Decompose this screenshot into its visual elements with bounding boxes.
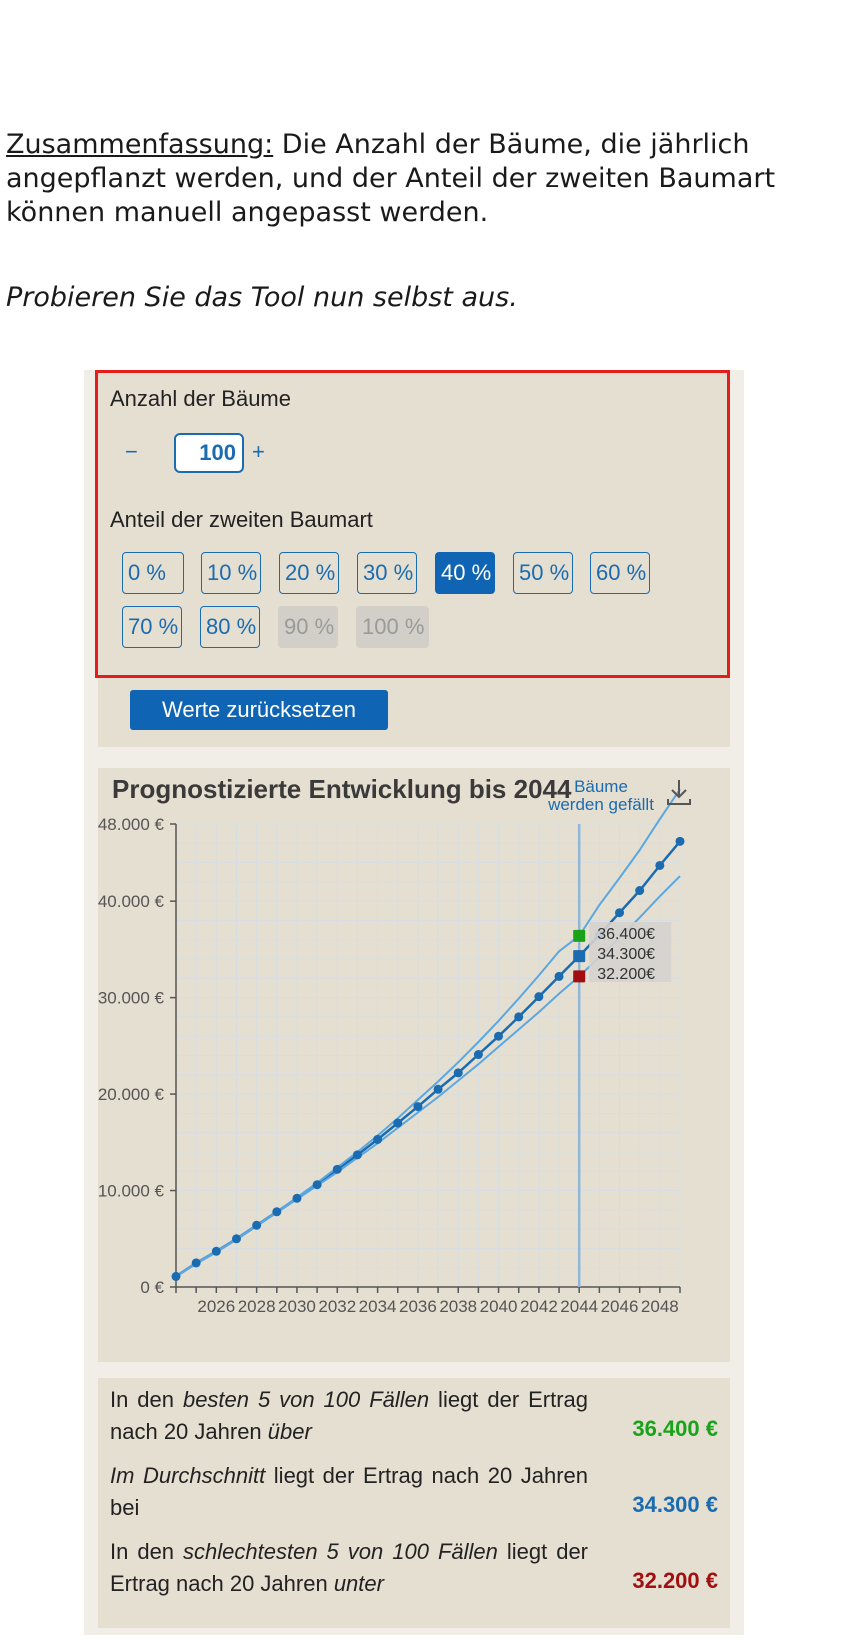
result-best-text: In den besten 5 von 100 Fällen liegt der…	[110, 1387, 589, 1444]
forest-tool-widget: Anzahl der Bäume − 100 + Anteil der zwei…	[84, 370, 744, 1635]
x-tick-label: 2026	[197, 1297, 235, 1316]
result-mean-value: 34.300 €	[632, 1492, 718, 1517]
data-point	[433, 1084, 443, 1094]
x-tick-label: 2034	[359, 1297, 397, 1316]
data-point	[352, 1150, 362, 1160]
tooltip-label-best: 36.400€	[597, 926, 655, 943]
x-tick-label: 2040	[480, 1297, 518, 1316]
summary-text: Die Anzahl der Bäume, die jährlich angep…	[6, 129, 776, 228]
summary-label: Zusammenfassung:	[6, 129, 274, 160]
tooltip-box	[589, 922, 672, 982]
intro-prompt: Probieren Sie das Tool nun selbst aus.	[6, 282, 518, 313]
reset-button[interactable]: Werte zurücksetzen	[130, 690, 388, 730]
chart-panel: 0 € 10.000 € 20.000 € 30.000 € 40.000 € 48.00…	[98, 768, 730, 1362]
x-tick-label: 2030	[278, 1297, 316, 1316]
marker-worst	[573, 970, 586, 983]
x-tick-label: 2044	[560, 1297, 598, 1316]
data-point	[494, 1031, 504, 1041]
y-tick-label: 20.000 €	[98, 1085, 165, 1104]
marker-mean	[573, 950, 586, 963]
share-option-40[interactable]: 40 %	[435, 552, 495, 594]
share-option-20[interactable]: 20 %	[279, 552, 339, 594]
x-tick-label: 2038	[439, 1297, 477, 1316]
results-panel: In den besten 5 von 100 Fällen liegt der…	[98, 1378, 730, 1628]
intro-paragraph: Zusammenfassung: Die Anzahl der Bäume, d…	[6, 128, 846, 230]
data-point	[554, 971, 564, 981]
decrement-button[interactable]: −	[125, 439, 138, 464]
data-point	[191, 1258, 201, 1268]
share-option-30[interactable]: 30 %	[357, 552, 417, 594]
data-point	[635, 886, 645, 896]
chart-title: Prognostizierte Entwicklung bis 2044	[112, 774, 572, 804]
data-point	[473, 1050, 483, 1060]
share-option-70[interactable]: 70 %	[122, 606, 182, 648]
share-option-0[interactable]: 0 %	[122, 552, 184, 594]
data-point	[615, 908, 625, 918]
data-point	[211, 1246, 221, 1256]
result-worst-value: 32.200 €	[632, 1568, 718, 1593]
share-option-90: 90 %	[278, 606, 338, 648]
data-point	[312, 1180, 322, 1190]
data-point	[453, 1068, 463, 1078]
series-line-mean	[175, 840, 681, 1278]
data-point	[332, 1164, 342, 1174]
y-tick-label: 0 €	[140, 1278, 164, 1297]
data-point	[534, 992, 544, 1002]
data-point	[171, 1271, 181, 1281]
y-tick-label: 10.000 €	[98, 1182, 165, 1201]
y-tick-label: 30.000 €	[98, 989, 165, 1008]
result-worst-text: In den schlechtesten 5 von 100 Fällen li…	[110, 1539, 589, 1596]
highlight-frame	[95, 370, 730, 678]
tooltip-label-worst: 32.200€	[597, 966, 655, 983]
data-point	[655, 860, 665, 870]
data-point	[252, 1220, 262, 1230]
trees-label: Anzahl der Bäume	[110, 386, 291, 411]
x-tick-label: 2028	[238, 1297, 276, 1316]
data-point	[292, 1193, 302, 1203]
marker-best	[573, 929, 586, 942]
download-icon[interactable]	[666, 778, 692, 806]
share-option-100: 100 %	[356, 606, 429, 648]
share-option-50[interactable]: 50 %	[513, 552, 573, 594]
x-tick-label: 2048	[641, 1297, 679, 1316]
data-point	[514, 1012, 524, 1022]
tooltip-label-mean: 34.300€	[597, 946, 655, 963]
data-point	[393, 1118, 403, 1128]
share-label: Anteil der zweiten Baumart	[110, 507, 373, 532]
x-tick-label: 2036	[399, 1297, 437, 1316]
trees-felled-button[interactable]: Bäume werden gefällt	[548, 777, 654, 814]
data-point	[413, 1102, 423, 1112]
share-option-80[interactable]: 80 %	[200, 606, 260, 648]
increment-button[interactable]: +	[252, 439, 265, 464]
x-tick-label: 2042	[520, 1297, 558, 1316]
result-best-value: 36.400 €	[632, 1416, 718, 1441]
y-tick-label: 48.000 €	[98, 815, 165, 834]
x-tick-label: 2046	[601, 1297, 639, 1316]
data-point	[373, 1134, 383, 1144]
trees-count-input[interactable]: 100	[174, 433, 244, 473]
data-point	[272, 1207, 282, 1217]
share-option-10[interactable]: 10 %	[201, 552, 261, 594]
data-point	[675, 836, 685, 846]
x-tick-label: 2032	[318, 1297, 356, 1316]
controls-panel: Anzahl der Bäume − 100 + Anteil der zwei…	[98, 370, 730, 747]
data-point	[231, 1234, 241, 1244]
forecast-chart: 0 € 10.000 € 20.000 € 30.000 € 40.000 € 48.00…	[98, 788, 685, 1316]
y-tick-label: 40.000 €	[98, 892, 165, 911]
share-option-60[interactable]: 60 %	[590, 552, 650, 594]
result-mean-text: Im Durchschnitt liegt der Ertrag nach 20…	[110, 1463, 588, 1520]
